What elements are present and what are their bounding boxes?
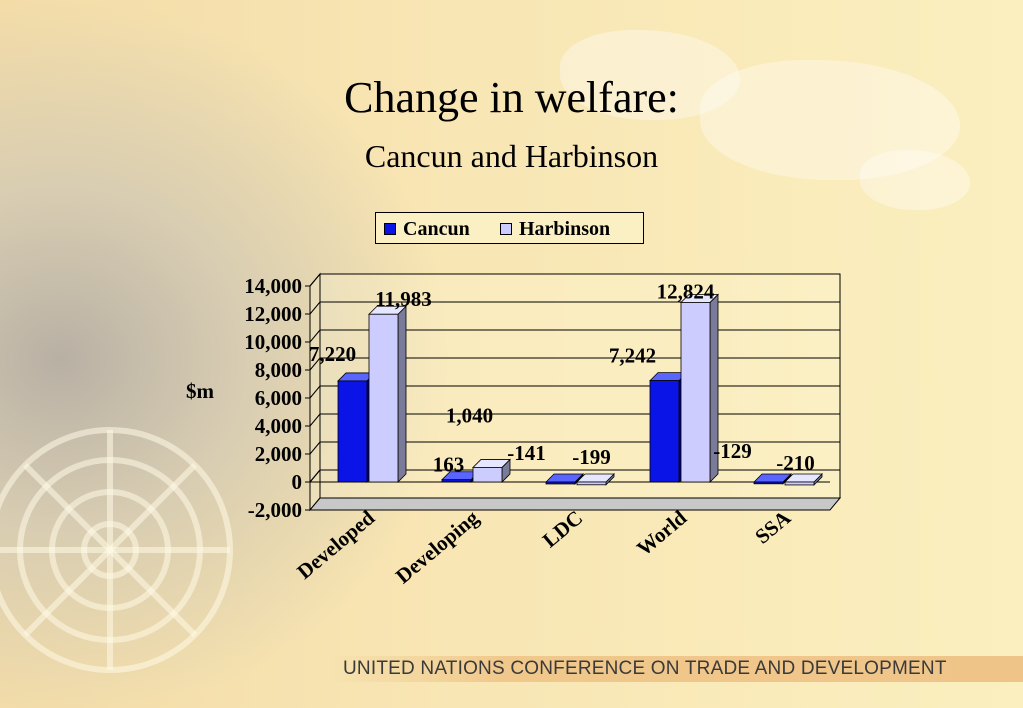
x-tick-label-developing: Developing <box>391 505 484 588</box>
y-tick-label: 0 <box>292 470 303 494</box>
y-tick-label: 8,000 <box>255 358 302 382</box>
x-tick-label-developed: Developed <box>292 505 379 584</box>
bar-front <box>753 481 784 485</box>
legend-swatch-harbinson <box>500 223 512 235</box>
bar-front <box>784 481 815 486</box>
x-tick-label-world: World <box>632 505 691 560</box>
bar-front <box>337 380 368 483</box>
y-tick-label: 6,000 <box>255 386 302 410</box>
data-label-cancun-developing: 163 <box>433 453 465 477</box>
world-map-decoration <box>700 60 960 180</box>
bar-front <box>576 481 607 486</box>
bar-harbinson-world <box>680 293 719 483</box>
bar-front <box>441 479 472 483</box>
footer-text: UNITED NATIONS CONFERENCE ON TRADE AND D… <box>343 658 947 679</box>
un-emblem-icon <box>0 427 233 673</box>
gridline-side <box>309 357 321 371</box>
bar-front <box>368 313 399 483</box>
y-tick-label: 4,000 <box>255 414 302 438</box>
bar-front <box>649 380 680 483</box>
bar-front <box>545 481 576 485</box>
legend-label-harbinson: Harbinson <box>519 218 611 240</box>
data-label-harbinson-ldc: -199 <box>572 445 611 469</box>
world-map-decoration <box>560 30 740 120</box>
bar-harbinson-ssa <box>784 473 823 486</box>
bar-harbinson-developing <box>472 458 511 483</box>
chart-floor <box>308 497 842 511</box>
gridline-side <box>309 301 321 315</box>
bar-front <box>472 467 503 483</box>
data-label-harbinson-developed: 11,983 <box>375 287 432 311</box>
legend-swatch-cancun <box>384 223 396 235</box>
bar-harbinson-ldc <box>576 473 615 486</box>
data-label-harbinson-developing: 1,040 <box>446 403 493 427</box>
y-tick-label: 10,000 <box>244 330 302 354</box>
legend-label-cancun: Cancun <box>403 218 470 240</box>
y-tick-label: 2,000 <box>255 442 302 466</box>
gridline-side <box>309 441 321 455</box>
gridline-side <box>309 329 321 343</box>
page-subtitle: Cancun and Harbinson <box>364 138 659 174</box>
data-label-cancun-developed: 7,220 <box>309 342 356 366</box>
y-tick-label: 12,000 <box>244 302 302 326</box>
footer-band <box>330 656 1023 682</box>
y-tick-label: 14,000 <box>244 274 302 298</box>
data-label-cancun-ldc: -141 <box>507 441 546 465</box>
chart-legend: Cancun Harbinson <box>375 212 644 244</box>
y-axis-label: $m <box>186 379 215 403</box>
data-label-harbinson-ssa: -210 <box>776 451 815 475</box>
gridline-side <box>309 385 321 399</box>
x-tick-label-ssa: SSA <box>750 505 796 549</box>
x-tick-label-ldc: LDC <box>538 505 587 552</box>
data-label-cancun-world: 7,242 <box>609 344 656 368</box>
gridline-side <box>309 273 321 287</box>
data-label-cancun-ssa: -129 <box>713 439 752 463</box>
page-title: Change in welfare: <box>344 73 679 122</box>
y-tick-label: -2,000 <box>248 498 302 522</box>
bar-cancun-ldc <box>545 473 584 485</box>
world-map-decoration <box>860 150 970 210</box>
bar-front <box>680 302 711 483</box>
zero-line-side <box>309 469 321 483</box>
bar-side <box>397 305 407 483</box>
gridline-side <box>309 413 321 427</box>
data-label-harbinson-world: 12,824 <box>657 279 715 303</box>
bar-harbinson-developed <box>368 305 407 483</box>
